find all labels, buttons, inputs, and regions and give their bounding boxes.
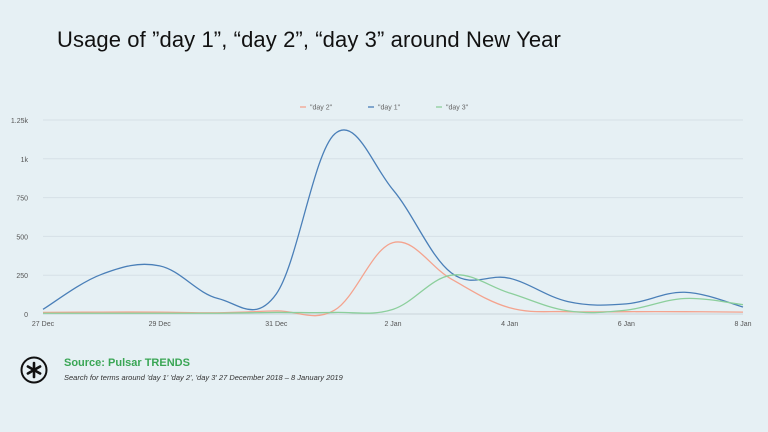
y-tick-label: 250 (16, 273, 28, 280)
legend-label: "day 1" (378, 105, 401, 112)
legend-label: "day 3" (446, 105, 469, 112)
x-tick-label: 2 Jan (384, 321, 401, 328)
y-axis-ticks: 0 250 500 750 1k 1.25k (11, 118, 29, 319)
x-tick-label: 6 Jan (618, 321, 635, 328)
series-lines (42, 129, 744, 317)
x-tick-label: 31 Dec (265, 321, 288, 328)
legend-label: "day 2" (310, 105, 333, 112)
x-tick-label: 27 Dec (32, 321, 55, 328)
legend: "day 2" "day 1" "day 3" (300, 105, 469, 112)
series-line-2 (42, 129, 744, 311)
x-tick-label: 29 Dec (149, 321, 172, 328)
pulsar-logo-icon (20, 356, 48, 384)
series-line-3 (43, 274, 744, 314)
y-tick-label: 750 (16, 196, 28, 203)
y-tick-label: 0 (24, 312, 28, 319)
chart-title: Usage of ”day 1”, “day 2”, “day 3” aroun… (57, 27, 561, 52)
y-tick-label: 1.25k (11, 118, 29, 125)
line-chart: 0 250 500 750 1k 1.25k 27 Dec 29 Dec 31 Dec 2 Ja… (11, 105, 752, 329)
series-line-1 (42, 241, 744, 317)
x-tick-label: 8 Jan (734, 321, 751, 328)
y-tick-label: 500 (16, 234, 28, 241)
source-label: Source: Pulsar TRENDS (64, 357, 190, 369)
x-tick-label: 4 Jan (501, 321, 518, 328)
caption-text: Search for terms around 'day 1' 'day 2',… (64, 373, 343, 382)
x-axis-ticks: 27 Dec 29 Dec 31 Dec 2 Jan 4 Jan 6 Jan 8 Jan (32, 321, 752, 328)
y-tick-label: 1k (21, 157, 29, 164)
grid-lines (43, 119, 743, 315)
